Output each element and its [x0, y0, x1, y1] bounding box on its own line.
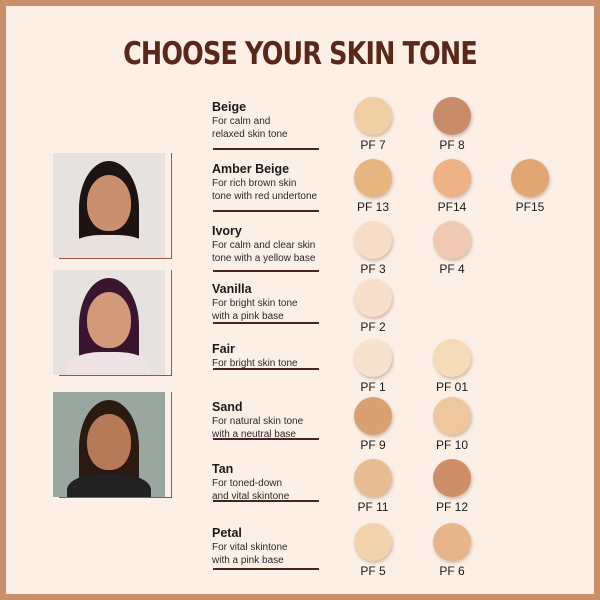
tone-description: Amber Beige For rich brown skin tone with …	[212, 162, 332, 203]
tone-desc-line: For vital skintone	[212, 542, 288, 553]
shade-code: PF 2	[360, 320, 386, 334]
tone-desc-line: tone with red undertone	[212, 191, 318, 202]
tone-description: Vanilla For bright skin tone with a pink b…	[212, 282, 332, 323]
face	[87, 175, 131, 231]
shade-code: PF 10	[435, 438, 468, 452]
shade-swatch[interactable]	[433, 397, 471, 435]
tone-description: Tan For toned-down and vital skintone	[212, 462, 332, 503]
shade-code: PF 12	[435, 500, 468, 514]
photo-frame	[59, 270, 172, 376]
shade-swatch[interactable]	[354, 97, 392, 135]
divider	[213, 270, 319, 272]
face	[87, 414, 131, 470]
shade-code: PF 6	[439, 564, 465, 578]
tone-desc-line: For bright skin tone	[212, 298, 298, 309]
face	[87, 292, 131, 348]
model-photo	[53, 392, 165, 497]
tone-desc-line: For bright skin tone	[212, 358, 298, 369]
shade-swatch[interactable]	[433, 159, 471, 197]
tone-name: Petal	[212, 526, 242, 540]
tone-desc-line: with a neutral base	[212, 429, 296, 440]
tone-desc-line: For toned-down	[212, 478, 283, 489]
shade-swatch[interactable]	[433, 97, 471, 135]
tone-description: Fair For bright skin tone	[212, 342, 332, 370]
tone-desc-line: For calm and clear skin	[212, 240, 316, 251]
tone-desc-line: For natural skin tone	[212, 416, 304, 427]
page-title: CHOOSE YOUR SKIN TONE	[123, 36, 478, 72]
tone-desc-line: For calm and	[212, 116, 271, 127]
divider	[213, 438, 319, 440]
shade-swatch[interactable]	[354, 279, 392, 317]
divider	[213, 368, 319, 370]
tone-description: Beige For calm and relaxed skin tone	[212, 100, 332, 141]
shade-swatch[interactable]	[354, 159, 392, 197]
shoulders	[67, 352, 151, 375]
tone-name: Vanilla	[212, 282, 252, 296]
tone-desc-line: tone with a yellow base	[212, 253, 316, 264]
tone-desc-line: and vital skintone	[212, 491, 290, 502]
shade-swatch[interactable]	[433, 523, 471, 561]
divider	[213, 210, 319, 212]
shade-code: PF 9	[360, 438, 386, 452]
shade-swatch[interactable]	[511, 159, 549, 197]
shade-code: PF 11	[357, 500, 389, 514]
shoulders	[67, 474, 151, 497]
tone-desc-line: with a pink base	[212, 311, 284, 322]
photo-frame	[59, 153, 172, 259]
divider	[213, 500, 319, 502]
model-photo	[53, 270, 165, 375]
tone-desc-line: relaxed skin tone	[212, 129, 288, 140]
tone-description: Sand For natural skin tone with a neutral …	[212, 400, 332, 441]
divider	[213, 568, 319, 570]
tone-name: Ivory	[212, 224, 242, 238]
tone-desc-line: with a pink base	[212, 555, 284, 566]
shade-code: PF14	[437, 200, 467, 214]
shade-swatch[interactable]	[354, 459, 392, 497]
tone-description: Ivory For calm and clear skin tone with a …	[212, 224, 332, 265]
model-photo	[53, 153, 165, 258]
photo-frame	[59, 392, 172, 498]
shade-code: PF 01	[435, 380, 468, 394]
tone-name: Fair	[212, 342, 235, 356]
shade-swatch[interactable]	[433, 221, 471, 259]
shade-code: PF 1	[360, 380, 386, 394]
shade-code: PF 3	[360, 262, 386, 276]
shade-code: PF15	[515, 200, 545, 214]
tone-description: Petal For vital skintone with a pink base	[212, 526, 332, 567]
tone-name: Tan	[212, 462, 234, 476]
shade-swatch[interactable]	[354, 397, 392, 435]
shade-swatch[interactable]	[354, 339, 392, 377]
shade-swatch[interactable]	[433, 339, 471, 377]
shade-code: PF 13	[356, 200, 389, 214]
shade-code: PF 5	[360, 564, 386, 578]
shade-swatch[interactable]	[354, 221, 392, 259]
shade-swatch[interactable]	[433, 459, 471, 497]
shade-code: PF 7	[360, 138, 386, 152]
tone-name: Sand	[212, 400, 243, 414]
tone-desc-line: For rich brown skin	[212, 178, 297, 189]
shade-code: PF 4	[439, 262, 465, 276]
tone-name: Beige	[212, 100, 247, 114]
shade-swatch[interactable]	[354, 523, 392, 561]
tone-name: Amber Beige	[212, 162, 290, 176]
divider	[213, 148, 319, 150]
shade-code: PF 8	[439, 138, 465, 152]
shoulders	[67, 235, 151, 258]
divider	[213, 322, 319, 324]
